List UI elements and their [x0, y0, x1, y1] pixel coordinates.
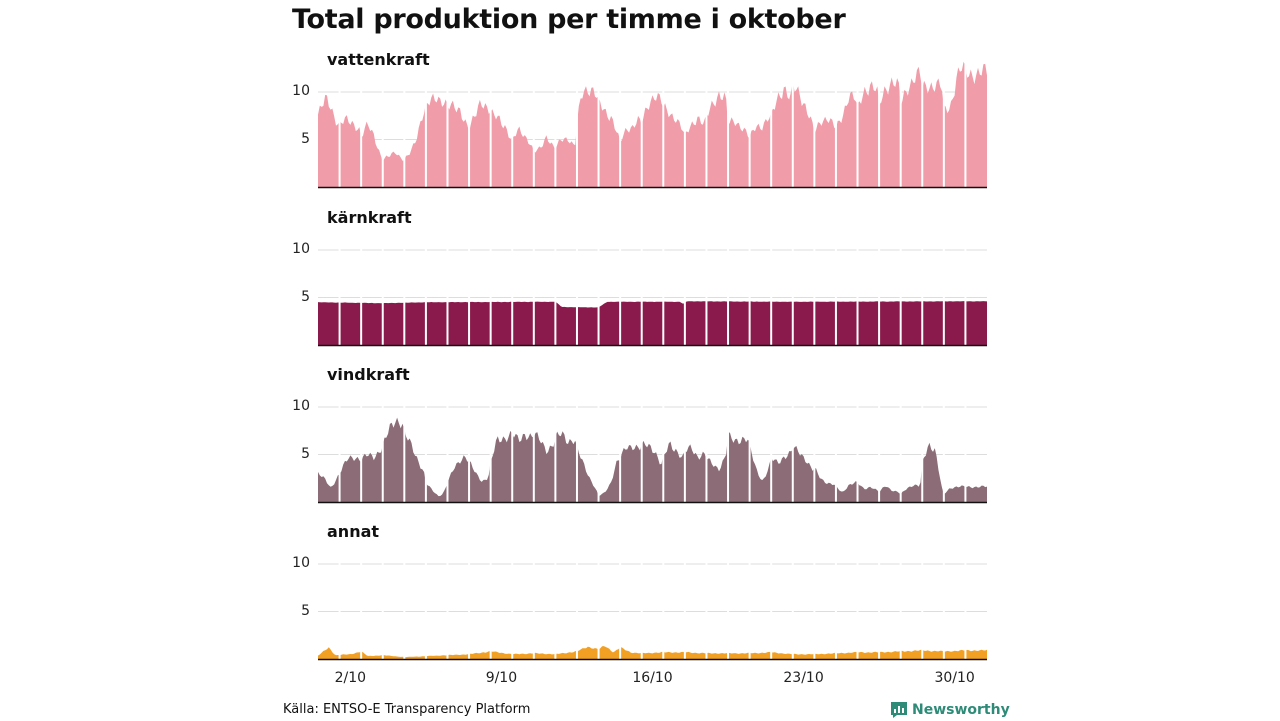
x-tick-label: 30/10 [934, 670, 975, 686]
panel-annat [318, 519, 987, 661]
y-tick-label: 5 [301, 602, 310, 619]
area-annat [318, 646, 987, 659]
newsworthy-icon [891, 702, 907, 718]
x-tick-label: 2/10 [334, 670, 367, 686]
panel-kärnkraft [318, 205, 987, 347]
panel-vattenkraft [318, 47, 987, 189]
brand-name: Newsworthy [912, 702, 1010, 718]
chart-title: Total produktion per timme i oktober [292, 4, 846, 35]
y-tick-label: 10 [292, 398, 310, 414]
source-note: Källa: ENTSO-E Transparency Platform [283, 702, 531, 717]
y-tick-label: 5 [301, 445, 310, 462]
y-tick-label: 10 [292, 555, 310, 571]
y-tick-label: 10 [292, 241, 310, 257]
y-tick-label: 10 [292, 83, 310, 99]
panel-label-vindkraft: vindkraft [327, 365, 410, 384]
x-tick-label: 23/10 [783, 670, 824, 686]
y-tick-label: 5 [301, 130, 310, 147]
area-vattenkraft [318, 61, 987, 187]
panel-label-annat: annat [327, 522, 380, 541]
x-tick-label: 16/10 [632, 670, 673, 686]
panel-label-vattenkraft: vattenkraft [327, 50, 430, 69]
y-tick-label: 5 [301, 288, 310, 305]
area-vindkraft [318, 417, 987, 502]
panel-vindkraft [318, 362, 987, 504]
brand-logo: Newsworthy [890, 699, 1010, 721]
area-kärnkraft [318, 301, 987, 345]
panel-label-kärnkraft: kärnkraft [327, 208, 412, 227]
x-tick-label: 9/10 [485, 670, 518, 686]
